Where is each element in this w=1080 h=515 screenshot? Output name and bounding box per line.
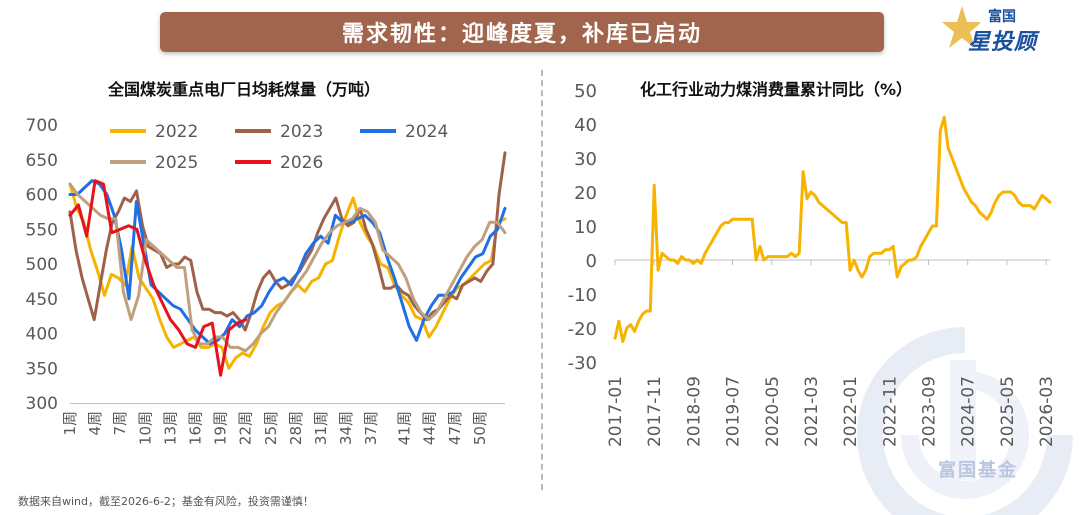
logo-top-text: 富国	[988, 9, 1016, 25]
right-y-tick-label: -10	[568, 285, 597, 306]
left-x-tick-label: 4周	[86, 411, 104, 436]
right-x-tick-label: 2017-01	[606, 376, 626, 447]
right-chart-title: 化工行业动力煤消费量累计同比（%）	[640, 80, 913, 99]
left-x-tick-label: 37周	[362, 411, 380, 445]
watermark-logo-icon	[857, 327, 1073, 515]
right-x-tick-label: 2024-07	[959, 376, 979, 447]
line-series-2024	[68, 179, 507, 346]
star-icon	[942, 6, 980, 48]
left-x-tick-label: 1周	[61, 411, 79, 436]
left-x-tick-label: 16周	[186, 411, 204, 445]
right-x-tick-label: 2022-01	[841, 376, 861, 447]
left-chart: 300 350 400 450 500 550 600 650 700 1周 4周 7周 10周 13周…	[26, 116, 507, 445]
left-x-tick-label: 19周	[212, 411, 230, 445]
page-banner: 需求韧性：迎峰度夏，补库已启动	[160, 12, 884, 52]
source-note: 数据来自wind，截至2026-6-2；基金有风险，投资需谨慎！	[18, 495, 314, 508]
left-x-tick-label: 41周	[396, 411, 414, 445]
left-y-tick-label: 650	[26, 151, 58, 171]
left-y-tick-label: 600	[26, 186, 58, 206]
left-x-tick-label: 25周	[262, 411, 280, 445]
right-x-tick-label: 2022-11	[880, 376, 900, 447]
right-x-tick-label: 2017-11	[645, 376, 665, 447]
left-x-tick-label: 7周	[111, 411, 129, 436]
right-x-tick-label: 2020-05	[763, 376, 783, 447]
left-y-tick-label: 450	[26, 290, 58, 310]
right-x-tick-label: 2025-05	[998, 376, 1018, 447]
right-x-tick-label: 2018-09	[684, 376, 704, 447]
logo-bottom-text: 星投顾	[968, 30, 1038, 55]
left-y-tick-label: 400	[26, 325, 58, 345]
legend-label-2025: 2025	[155, 153, 198, 173]
right-x-tick-label: 2021-03	[802, 376, 822, 447]
left-x-tick-label: 44周	[421, 411, 439, 445]
line-series-2026	[68, 179, 248, 377]
brand-logo: 富国 星投顾	[940, 4, 1060, 56]
right-x-tick-label: 2019-07	[724, 376, 744, 447]
left-y-tick-label: 300	[26, 394, 58, 414]
left-x-tick-label: 10周	[136, 411, 154, 445]
legend-label-2023: 2023	[280, 122, 323, 142]
right-y-tick-label: 40	[574, 115, 597, 136]
right-y-tick-label: -30	[568, 353, 597, 374]
right-chart: -30 -20 -10 0 10 20 30 40 50 2017-01 2017-11 2018-0…	[568, 81, 1057, 447]
legend-label-2026: 2026	[280, 153, 323, 173]
right-y-tick-label: 50	[574, 81, 597, 102]
right-y-tick-label: 30	[574, 149, 597, 170]
left-x-tick-label: 31周	[312, 411, 330, 445]
banner-title: 需求韧性：迎峰度夏，补库已启动	[341, 22, 702, 47]
left-x-tick-label: 22周	[237, 411, 255, 445]
right-y-tick-label: 0	[586, 251, 597, 272]
watermark-text: 富国基金	[938, 460, 1018, 481]
left-y-tick-label: 550	[26, 220, 58, 240]
left-x-tick-label: 13周	[161, 411, 179, 445]
right-x-tick-label: 2026-03	[1037, 376, 1057, 447]
right-y-tick-label: -20	[568, 319, 597, 340]
chart-divider	[541, 70, 543, 490]
left-y-tick-label: 500	[26, 255, 58, 275]
line-series-2023	[68, 151, 507, 332]
left-x-tick-label: 50周	[471, 411, 489, 445]
line-series-2025	[68, 182, 507, 353]
right-x-tick-label: 2023-09	[920, 376, 940, 447]
left-y-tick-label: 350	[26, 359, 58, 379]
left-x-tick-label: 34周	[337, 411, 355, 445]
right-y-tick-label: 10	[574, 217, 597, 238]
legend-label-2022: 2022	[155, 122, 198, 142]
left-y-tick-label: 700	[26, 116, 58, 136]
line-series-chemical-coal-yoy	[613, 115, 1052, 344]
left-chart-title: 全国煤炭重点电厂日均耗煤量（万吨）	[108, 80, 381, 99]
left-x-tick-label: 28周	[287, 411, 305, 445]
right-y-tick-label: 20	[574, 183, 597, 204]
left-x-tick-label: 47周	[446, 411, 464, 445]
legend-label-2024: 2024	[405, 122, 448, 142]
